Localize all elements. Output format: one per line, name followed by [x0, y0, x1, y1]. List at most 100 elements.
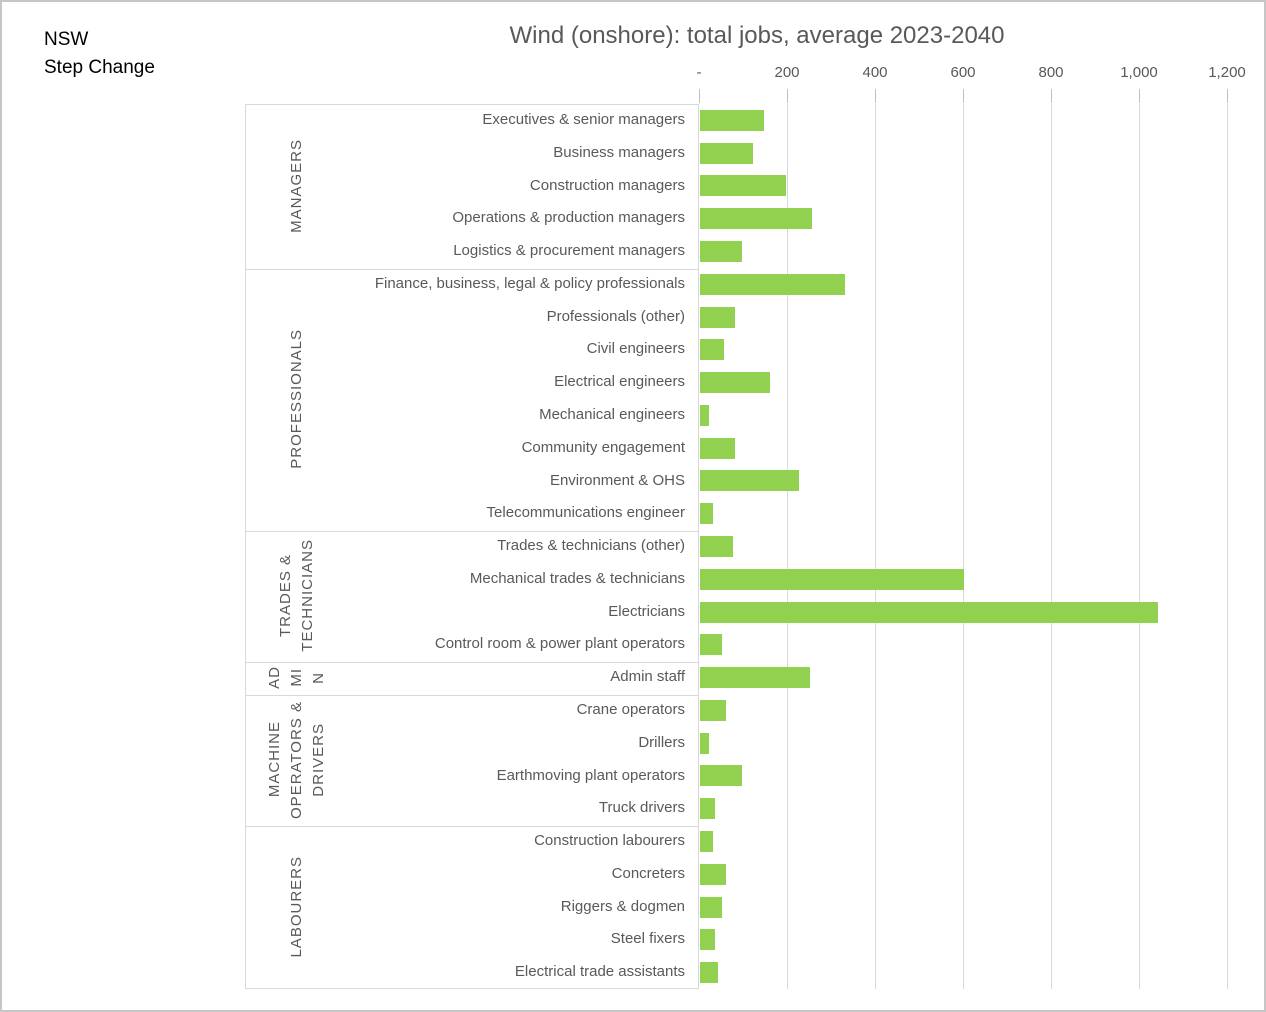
- group-label-line: N: [309, 671, 327, 684]
- category-label: Concreters: [611, 864, 685, 882]
- x-axis-tick-label: 1,000: [1120, 64, 1158, 81]
- bar: [700, 273, 846, 295]
- bar: [700, 863, 727, 885]
- bar: [700, 699, 727, 721]
- x-axis-tick-mark: [1051, 89, 1052, 103]
- group-separator: [246, 531, 698, 533]
- group-label-line: TRADES &: [276, 554, 294, 638]
- group-separator: [246, 826, 698, 828]
- gridline: [963, 104, 964, 989]
- group-label-line: OPERATORS &: [287, 700, 305, 819]
- bar: [700, 568, 964, 590]
- category-label: Electrical engineers: [554, 373, 685, 391]
- bar: [700, 831, 714, 852]
- group-label: AD MI N: [254, 661, 338, 694]
- x-axis-tick-mark: [1139, 89, 1140, 103]
- bar: [700, 372, 771, 394]
- x-axis-tick-label: 1,200: [1208, 64, 1246, 81]
- bar: [700, 732, 709, 754]
- group-label-line: DRIVERS: [309, 722, 327, 797]
- bar: [700, 306, 736, 328]
- group-label-line: MACHINE: [265, 721, 283, 798]
- gridline: [1051, 104, 1052, 989]
- category-label: Construction managers: [529, 176, 685, 194]
- bar: [700, 929, 716, 951]
- x-axis-tick-label: -: [696, 64, 702, 81]
- x-axis-tick-mark: [875, 89, 876, 103]
- category-label: Environment & OHS: [549, 471, 685, 489]
- group-label-line: LABOURERS: [287, 856, 305, 958]
- bar: [700, 339, 725, 361]
- bar: [700, 437, 736, 459]
- category-label: Crane operators: [576, 701, 685, 718]
- x-axis-tick-mark: [963, 89, 964, 103]
- group-label: LABOURERS: [254, 825, 338, 989]
- bar: [700, 109, 764, 131]
- bar: [700, 962, 718, 984]
- category-label: Riggers & dogmen: [560, 897, 685, 915]
- bar: [700, 503, 714, 525]
- group-label-line: PROFESSIONALS: [287, 329, 305, 469]
- group-label: PROFESSIONALS: [254, 268, 338, 530]
- category-label: Steel fixers: [610, 930, 685, 948]
- category-label: Earthmoving plant operators: [496, 766, 685, 784]
- scenario-region: NSW: [44, 29, 89, 50]
- category-label: Admin staff: [610, 668, 685, 686]
- bar: [700, 404, 709, 426]
- category-label: Truck drivers: [598, 799, 685, 817]
- category-label: Electricians: [608, 602, 685, 620]
- group-label: TRADES & TECHNICIANS: [254, 530, 338, 661]
- category-label: Construction labourers: [534, 832, 685, 850]
- scenario-name: Step Change: [44, 57, 155, 78]
- x-axis-tick-mark: [787, 89, 788, 103]
- group-label-line: AD: [265, 666, 283, 690]
- gridline: [1139, 104, 1140, 989]
- bar: [700, 798, 716, 820]
- category-label: Control room & power plant operators: [434, 635, 685, 653]
- bar: [700, 634, 722, 656]
- group-separator: [246, 695, 698, 696]
- bar: [700, 470, 799, 492]
- bar: [700, 175, 786, 197]
- bar: [700, 601, 1158, 623]
- category-label: Finance, business, legal & policy profes…: [374, 274, 685, 292]
- group-label-line: MI: [287, 668, 305, 687]
- category-label: Civil engineers: [586, 340, 685, 358]
- category-label: Professionals (other): [546, 307, 685, 325]
- gridline: [787, 104, 788, 989]
- bar: [700, 896, 722, 918]
- group-separator: [246, 268, 698, 270]
- x-axis-tick-label: 600: [950, 64, 976, 81]
- bar: [700, 536, 733, 557]
- x-axis-tick-label: 400: [862, 64, 888, 81]
- group-label: MACHINE OPERATORS & DRIVERS: [254, 694, 338, 825]
- bar: [700, 208, 813, 230]
- gridline: [875, 104, 876, 989]
- gridline: [1227, 104, 1228, 989]
- x-axis-tick-label: 200: [774, 64, 800, 81]
- bar: [700, 765, 742, 787]
- category-label: Logistics & procurement managers: [453, 242, 685, 260]
- bar: [700, 142, 753, 164]
- group-label-line: MANAGERS: [287, 139, 305, 233]
- category-label: Trades & technicians (other): [497, 537, 685, 555]
- group-label-line: TECHNICIANS: [298, 539, 316, 652]
- category-label: Community engagement: [521, 438, 685, 456]
- category-label: Electrical trade assistants: [514, 963, 685, 981]
- chart-title: Wind (onshore): total jobs, average 2023…: [509, 22, 1005, 49]
- scenario-label: NSW Step Change: [44, 26, 155, 82]
- category-label: Mechanical engineers: [539, 406, 685, 423]
- group-label: MANAGERS: [254, 104, 338, 268]
- bar: [700, 667, 810, 689]
- x-axis-tick-mark: [699, 89, 700, 103]
- category-label: Executives & senior managers: [482, 111, 685, 128]
- category-label: Mechanical trades & technicians: [469, 569, 685, 587]
- category-label: Business managers: [553, 143, 685, 161]
- category-label: Telecommunications engineer: [486, 504, 685, 522]
- category-label: Operations & production managers: [452, 209, 685, 227]
- category-label: Drillers: [638, 733, 685, 751]
- group-separator: [246, 662, 698, 664]
- x-axis-tick-label: 800: [1038, 64, 1064, 81]
- bar: [700, 241, 742, 262]
